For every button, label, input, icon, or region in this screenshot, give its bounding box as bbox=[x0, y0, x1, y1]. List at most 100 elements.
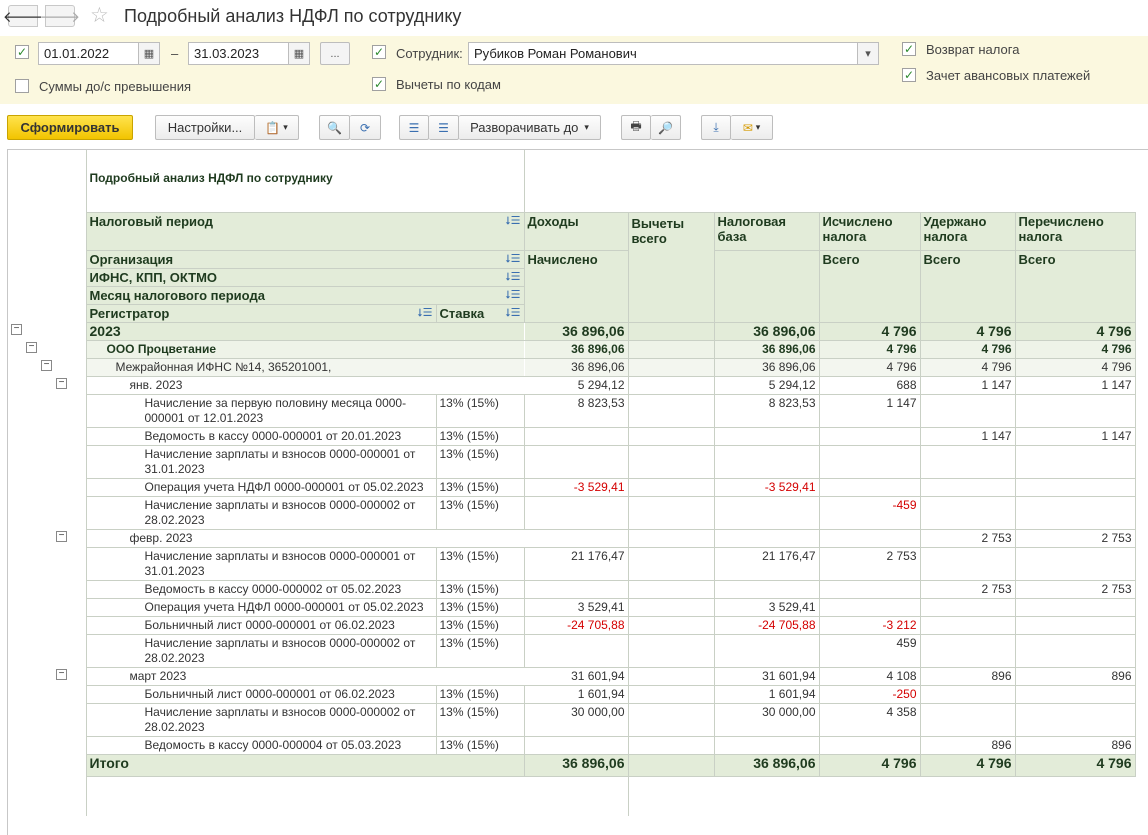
table-row[interactable]: Начисление зарплаты и взносов 0000-00000… bbox=[8, 702, 1136, 737]
income-cell: 31 601,94 bbox=[523, 666, 629, 686]
withheld-cell: 4 796 bbox=[919, 321, 1016, 341]
registrar-cell[interactable]: Начисление зарплаты и взносов 0000-00000… bbox=[85, 633, 437, 668]
registrar-cell[interactable]: Начисление зарплаты и взносов 0000-00000… bbox=[85, 444, 437, 479]
total-calc-cell: 4 796 bbox=[818, 753, 921, 777]
registrar-cell[interactable]: Больничный лист 0000-000001 от 06.02.202… bbox=[85, 684, 437, 704]
preview-button[interactable]: 🔎 bbox=[651, 115, 681, 140]
table-row[interactable]: Больничный лист 0000-000001 от 06.02.202… bbox=[8, 684, 1136, 704]
back-button[interactable]: 🡐 bbox=[3, 5, 43, 27]
save-button[interactable]: ⤓ bbox=[701, 115, 731, 140]
registrar-cell[interactable]: Начисление зарплаты и взносов 0000-00000… bbox=[85, 546, 437, 581]
deductions-cell bbox=[627, 702, 715, 737]
search-replace-button[interactable]: ⟳ bbox=[350, 115, 381, 140]
employee-dropdown-button[interactable]: ▾ bbox=[858, 42, 879, 65]
deductions-cell bbox=[627, 375, 715, 395]
income-cell: 8 823,53 bbox=[523, 393, 629, 428]
tax-return-checkbox[interactable]: ✓ bbox=[902, 42, 916, 56]
table-row[interactable]: Операция учета НДФЛ 0000-000001 от 05.02… bbox=[8, 477, 1136, 497]
base-cell: 36 896,06 bbox=[713, 339, 820, 359]
base-cell: 3 529,41 bbox=[713, 597, 820, 617]
employee-field[interactable]: Рубиков Роман Романович bbox=[468, 42, 858, 65]
registrar-cell[interactable]: Ведомость в кассу 0000-000001 от 20.01.2… bbox=[85, 426, 437, 446]
send-email-button[interactable]: ✉ ▾ bbox=[731, 115, 773, 140]
group-row[interactable]: − Межрайонная ИФНС №14, 365201001, 36 896,… bbox=[8, 357, 1136, 377]
report-area[interactable]: Подробный анализ НДФЛ по сотруднику ⭣☰ Нал… bbox=[7, 149, 1148, 835]
group-row[interactable]: − янв. 2023 5 294,12 5 294,12 688 1 147 1 147 bbox=[8, 375, 1136, 395]
favorite-star-icon[interactable]: ☆ bbox=[90, 4, 109, 27]
group-row[interactable]: − март 2023 31 601,94 31 601,94 4 108 896 896 bbox=[8, 666, 1136, 686]
table-row[interactable]: Начисление зарплаты и взносов 0000-00000… bbox=[8, 633, 1136, 668]
date-to-field[interactable]: 31.03.2023 bbox=[188, 42, 289, 65]
print-button[interactable]: 🖶 bbox=[621, 115, 651, 140]
sort-icon: ⭣☰ bbox=[505, 214, 521, 227]
table-row[interactable]: Ведомость в кассу 0000-000001 от 20.01.2… bbox=[8, 426, 1136, 446]
base-cell: 21 176,47 bbox=[713, 546, 820, 581]
table-row[interactable]: Начисление зарплаты и взносов 0000-00000… bbox=[8, 495, 1136, 530]
group-label: Межрайонная ИФНС №14, 365201001, bbox=[85, 357, 524, 377]
base-cell bbox=[713, 426, 820, 446]
tree-gutter-cell bbox=[8, 776, 87, 816]
group-row[interactable]: − ООО Процветание 36 896,06 36 896,06 4 796 4… bbox=[8, 339, 1136, 359]
withheld-cell: 1 147 bbox=[919, 426, 1016, 446]
registrar-cell[interactable]: Начисление зарплаты и взносов 0000-00000… bbox=[85, 495, 437, 530]
transferred-cell: 4 796 bbox=[1014, 357, 1136, 377]
registrar-cell[interactable]: Больничный лист 0000-000001 от 06.02.202… bbox=[85, 615, 437, 635]
expand-to-label: Разворачивать до bbox=[470, 120, 579, 135]
registrar-cell[interactable]: Начисление зарплаты и взносов 0000-00000… bbox=[85, 702, 437, 737]
sort-asc-button[interactable]: ☰ bbox=[399, 115, 429, 140]
date-to-calendar-button[interactable]: ▦ bbox=[289, 42, 310, 65]
rate-cell: 13% (15%) bbox=[435, 597, 525, 617]
group-row[interactable]: − февр. 2023 2 753 2 753 bbox=[8, 528, 1136, 548]
table-row[interactable]: Начисление зарплаты и взносов 0000-00000… bbox=[8, 546, 1136, 581]
registrar-cell[interactable]: Ведомость в кассу 0000-000004 от 05.03.2… bbox=[85, 735, 437, 755]
registrar-cell[interactable]: Начисление за первую половину месяца 000… bbox=[85, 393, 437, 428]
table-row[interactable]: Начисление за первую половину месяца 000… bbox=[8, 393, 1136, 428]
employee-checkbox[interactable]: ✓ bbox=[372, 45, 386, 59]
collapse-toggle-icon[interactable]: − bbox=[41, 360, 52, 371]
base-cell bbox=[713, 735, 820, 755]
forward-button[interactable]: 🡒 bbox=[40, 5, 80, 27]
collapse-toggle-icon[interactable]: − bbox=[56, 669, 67, 680]
collapse-toggle-icon[interactable]: − bbox=[56, 378, 67, 389]
group-row[interactable]: −2023 36 896,06 36 896,06 4 796 4 796 4 796 bbox=[8, 321, 1136, 341]
collapse-toggle-icon[interactable]: − bbox=[11, 324, 22, 335]
deductions-by-codes-checkbox[interactable]: ✓ bbox=[372, 77, 386, 91]
base-cell: 1 601,94 bbox=[713, 684, 820, 704]
deductions-cell bbox=[627, 357, 715, 377]
sums-exceed-checkbox[interactable] bbox=[15, 79, 29, 93]
withheld-cell: 896 bbox=[919, 666, 1016, 686]
registrar-cell[interactable]: Операция учета НДФЛ 0000-000001 от 05.02… bbox=[85, 597, 437, 617]
variants-button[interactable]: 📋 ▾ bbox=[255, 115, 299, 140]
expand-to-button[interactable]: Разворачивать до ▾ bbox=[459, 115, 601, 140]
base-cell: 36 896,06 bbox=[713, 321, 820, 341]
deductions-cell bbox=[627, 477, 715, 497]
advance-offset-checkbox[interactable]: ✓ bbox=[902, 68, 916, 82]
registrar-cell[interactable]: Ведомость в кассу 0000-000002 от 05.02.2… bbox=[85, 579, 437, 599]
deductions-cell bbox=[627, 528, 715, 548]
income-cell bbox=[523, 579, 629, 599]
calc-cell bbox=[818, 597, 921, 617]
table-row[interactable]: Ведомость в кассу 0000-000002 от 05.02.2… bbox=[8, 579, 1136, 599]
generate-button[interactable]: Сформировать bbox=[7, 115, 133, 140]
table-row[interactable]: Больничный лист 0000-000001 от 06.02.202… bbox=[8, 615, 1136, 635]
calc-cell: 4 796 bbox=[818, 321, 921, 341]
settings-button[interactable]: Настройки... bbox=[155, 115, 255, 140]
date-from-calendar-button[interactable]: ▦ bbox=[139, 42, 160, 65]
header-withheld-total-label: Всего bbox=[923, 251, 961, 267]
collapse-toggle-icon[interactable]: − bbox=[56, 531, 67, 542]
transferred-cell bbox=[1014, 444, 1136, 479]
arrow-right-icon: 🡒 bbox=[39, 8, 81, 26]
collapse-toggle-icon[interactable]: − bbox=[26, 342, 37, 353]
table-row[interactable]: Ведомость в кассу 0000-000004 от 05.03.2… bbox=[8, 735, 1136, 755]
search-button[interactable]: 🔍 bbox=[319, 115, 350, 140]
sort-icon: ⭣☰ bbox=[417, 306, 433, 319]
table-row[interactable]: Начисление зарплаты и взносов 0000-00000… bbox=[8, 444, 1136, 479]
registrar-cell[interactable]: Операция учета НДФЛ 0000-000001 от 05.02… bbox=[85, 477, 437, 497]
table-row[interactable]: Операция учета НДФЛ 0000-000001 от 05.02… bbox=[8, 597, 1136, 617]
sort-desc-button[interactable]: ☰ bbox=[429, 115, 459, 140]
calc-cell: -3 212 bbox=[818, 615, 921, 635]
period-select-button[interactable]: ... bbox=[320, 42, 350, 65]
date-from-field[interactable]: 01.01.2022 bbox=[38, 42, 139, 65]
period-checkbox[interactable]: ✓ bbox=[15, 45, 29, 59]
total-row: Итого 36 896,06 36 896,06 4 796 4 796 4 796 bbox=[8, 753, 1136, 777]
